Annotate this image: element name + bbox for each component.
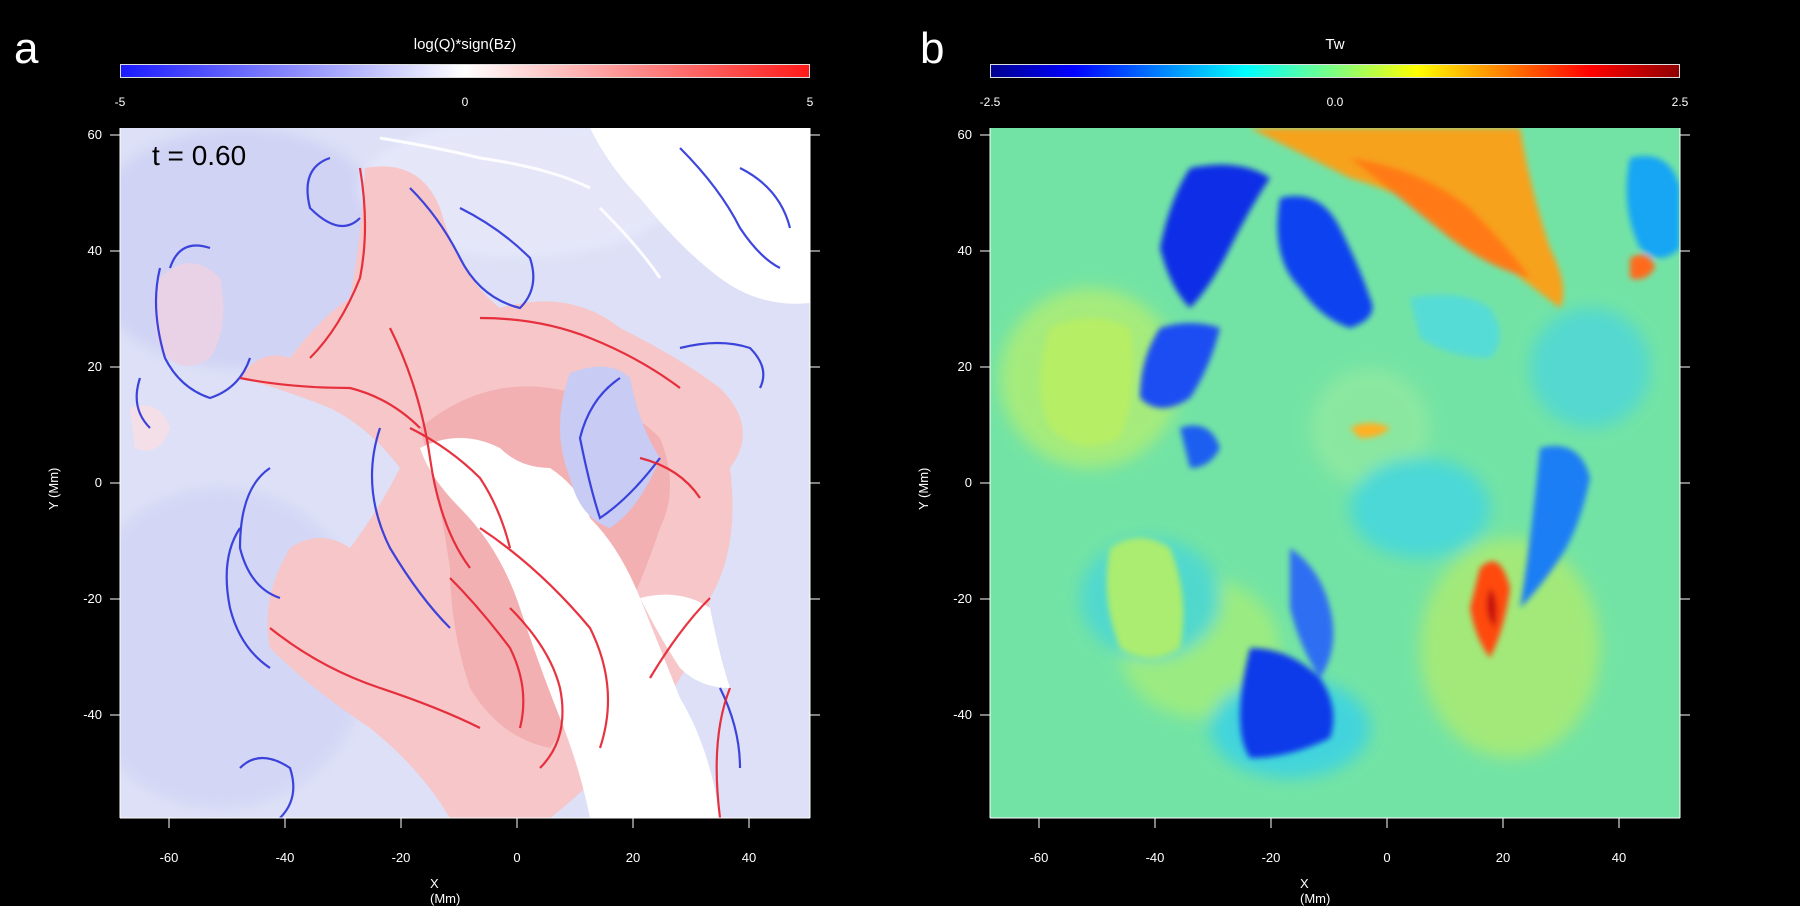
- axes-frame-a: [110, 128, 820, 828]
- xtick-b-m20: -20: [1261, 850, 1281, 865]
- ytick-b-m20: -20: [953, 591, 972, 606]
- colorbar-tick-b-min: -2.5: [979, 95, 1001, 109]
- ylabel-b: Y (Mm): [916, 467, 931, 510]
- xtick-a-m40: -40: [275, 850, 295, 865]
- colorbar-title-b: Tw: [1325, 36, 1345, 53]
- ytick-b-60: 60: [957, 127, 972, 142]
- ytick-a-0: 0: [94, 475, 102, 490]
- ytick-b-m40: -40: [953, 707, 972, 722]
- ytick-b-0: 0: [964, 475, 972, 490]
- xtick-b-m60: -60: [1029, 850, 1049, 865]
- xtick-b-m40: -40: [1145, 850, 1165, 865]
- xtick-b-0: 0: [1383, 850, 1391, 865]
- ylabel-a: Y (Mm): [46, 467, 61, 510]
- ytick-a-60: 60: [87, 127, 102, 142]
- xtick-a-40: 40: [741, 850, 757, 865]
- twist-map-image-b: [990, 128, 1680, 818]
- xtick-a-20: 20: [625, 850, 641, 865]
- colorbar-a: [120, 64, 810, 78]
- colorbar-tick-b-max: 2.5: [1671, 95, 1689, 109]
- xlabel-b: X (Mm): [1300, 876, 1331, 906]
- ytick-a-m20: -20: [83, 591, 102, 606]
- ytick-b-20: 20: [957, 359, 972, 374]
- ytick-a-m40: -40: [83, 707, 102, 722]
- colorbar-title-a: log(Q)*sign(Bz): [413, 36, 517, 53]
- qmap-image-a: t = 0.60: [120, 128, 810, 818]
- xtick-a-m60: -60: [159, 850, 179, 865]
- ytick-b-40: 40: [957, 243, 972, 258]
- colorbar-tick-b-mid: 0.0: [1326, 95, 1344, 109]
- colorbar-tick-a-max: 5: [806, 95, 814, 109]
- ytick-a-40: 40: [87, 243, 102, 258]
- time-label: t = 0.60: [152, 140, 247, 171]
- xtick-a-0: 0: [513, 850, 521, 865]
- xtick-a-m20: -20: [391, 850, 411, 865]
- colorbar-tick-a-mid: 0: [461, 95, 469, 109]
- xlabel-a: X (Mm): [430, 876, 461, 906]
- colorbar-tick-a-min: -5: [114, 95, 126, 109]
- ytick-a-20: 20: [87, 359, 102, 374]
- panel-letter-b: b: [920, 24, 945, 73]
- xtick-b-40: 40: [1611, 850, 1627, 865]
- xtick-b-20: 20: [1495, 850, 1511, 865]
- axes-frame-b: [980, 128, 1690, 828]
- colorbar-b: [990, 64, 1680, 78]
- panel-letter-a: a: [14, 24, 39, 73]
